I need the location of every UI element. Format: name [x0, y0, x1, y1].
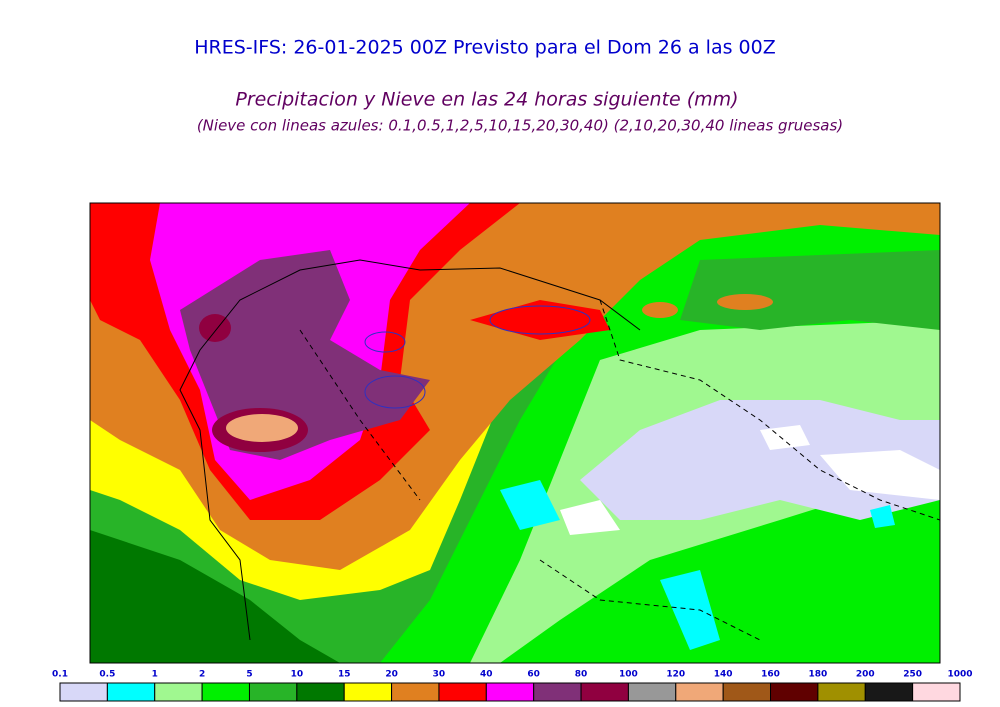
legend-label: 250	[903, 670, 922, 680]
precip-area	[500, 480, 895, 650]
legend-label: 140	[714, 670, 733, 680]
legend-label: 5	[246, 670, 252, 680]
legend-label: 15	[338, 670, 351, 680]
legend-swatch	[343, 682, 393, 702]
legend-label: 10	[291, 670, 304, 680]
precip-area	[226, 414, 298, 442]
title: HRES-IFS: 26-01-2025 00Z Previsto para e…	[194, 37, 776, 59]
legend-label: 30	[433, 670, 446, 680]
note: (Nieve con lineas azules: 0.1,0.5,1,2,5,…	[197, 117, 843, 135]
legend-label: 180	[808, 670, 827, 680]
border	[299, 299, 940, 641]
legend-label: 1000	[947, 670, 972, 680]
precip-area	[717, 294, 773, 310]
map	[90, 203, 940, 663]
legend-swatch	[296, 682, 345, 702]
coastline	[179, 259, 641, 641]
legend-swatch	[864, 682, 914, 702]
legend-swatch	[485, 682, 535, 702]
precip-area	[680, 250, 940, 330]
map-frame	[89, 202, 941, 664]
precip-area	[560, 425, 940, 535]
legend-swatch	[533, 682, 582, 702]
legend-label: 120	[666, 670, 685, 680]
legend-label: 100	[619, 670, 638, 680]
legend-swatch	[438, 682, 487, 702]
precip-area	[90, 530, 340, 663]
legend-swatch	[248, 682, 298, 702]
legend-label: 0.5	[99, 670, 115, 680]
legend-label: 60	[527, 670, 540, 680]
legend-swatch	[106, 682, 156, 702]
snow-contour	[364, 375, 426, 409]
precip-area	[180, 250, 430, 460]
legend-swatch	[154, 682, 203, 702]
precip-area	[199, 314, 231, 342]
legend-swatch	[817, 682, 866, 702]
legend-swatch	[391, 682, 440, 702]
legend-label: 40	[480, 670, 493, 680]
legend-label: 200	[856, 670, 875, 680]
legend-label: 160	[761, 670, 780, 680]
legend-swatch	[59, 682, 108, 702]
legend-label: 0.1	[52, 670, 68, 680]
legend-swatch	[675, 682, 724, 702]
legend-swatch	[627, 682, 677, 702]
legend-swatch	[580, 682, 629, 702]
legend-swatch	[912, 682, 961, 702]
legend-label: 20	[385, 670, 398, 680]
snow-contour	[489, 305, 591, 335]
legend-swatch	[722, 682, 772, 702]
legend-swatch	[201, 682, 250, 702]
subtitle: Precipitacion y Nieve en las 24 horas si…	[235, 89, 738, 111]
legend-label: 2	[199, 670, 205, 680]
legend-swatch	[770, 682, 819, 702]
snow-contour	[364, 331, 406, 353]
legend-label: 80	[575, 670, 588, 680]
precip-area	[642, 302, 678, 318]
legend-label: 1	[152, 670, 158, 680]
